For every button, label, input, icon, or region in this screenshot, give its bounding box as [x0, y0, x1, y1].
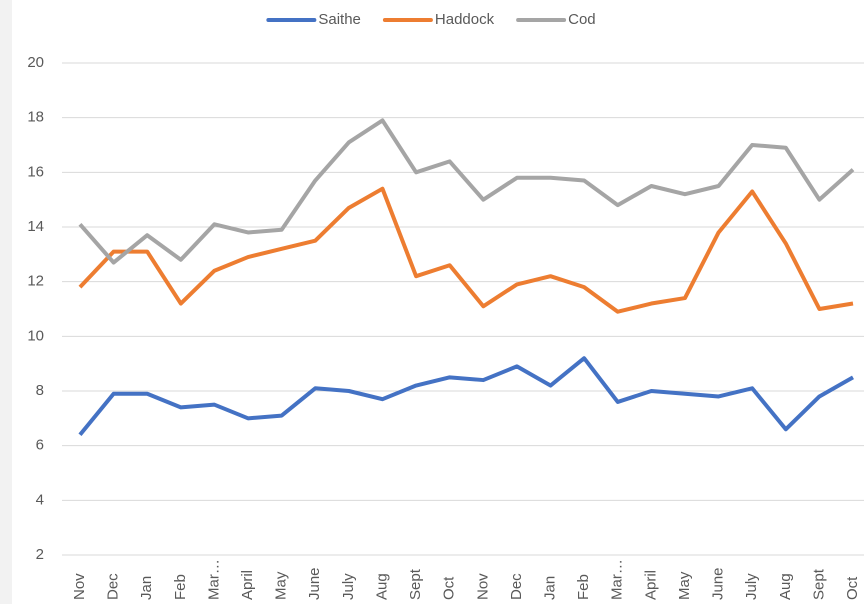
y-tick-label: 16 — [27, 163, 44, 180]
x-tick-label: Oct — [441, 576, 458, 600]
x-tick-label: Nov — [71, 573, 88, 600]
x-tick-label: Jan — [138, 576, 155, 600]
x-tick-label: Oct — [844, 576, 861, 600]
series-line — [78, 356, 854, 437]
x-tick-label: April — [239, 570, 256, 600]
x-tick-label: Dec — [105, 573, 122, 600]
y-tick-label: 14 — [27, 218, 44, 235]
x-tick-label: Mar… — [609, 559, 626, 600]
series-line — [78, 118, 855, 265]
x-tick-label: Sept — [810, 568, 827, 600]
side-strip — [0, 0, 12, 604]
x-tick-label: Sept — [407, 568, 424, 600]
x-tick-label: Mar… — [205, 559, 222, 600]
series-line — [78, 186, 854, 314]
x-tick-label: Nov — [474, 573, 491, 600]
x-tick-label: Aug — [373, 573, 390, 600]
x-tick-label: June — [306, 567, 323, 600]
x-tick-label: Aug — [777, 573, 794, 600]
x-tick-label: April — [642, 570, 659, 600]
legend-label: Cod — [568, 11, 596, 28]
y-tick-label: 6 — [36, 437, 44, 454]
x-tick-label: June — [710, 567, 727, 600]
x-tick-label: May — [676, 571, 693, 600]
legend-label: Saithe — [318, 11, 361, 28]
y-tick-label: 20 — [27, 54, 44, 71]
x-tick-label: Feb — [172, 574, 189, 600]
legend-label: Haddock — [435, 11, 495, 28]
y-tick-label: 4 — [36, 491, 44, 508]
y-tick-label: 18 — [27, 109, 44, 126]
x-tick-label: Feb — [575, 574, 592, 600]
y-tick-label: 12 — [27, 273, 44, 290]
x-tick-label: May — [273, 571, 290, 600]
x-tick-label: July — [743, 573, 760, 600]
y-tick-label: 10 — [27, 327, 44, 344]
y-tick-label: 2 — [36, 546, 44, 563]
y-tick-label: 8 — [36, 382, 44, 399]
x-tick-label: Dec — [508, 573, 525, 600]
x-tick-label: Jan — [541, 576, 558, 600]
x-tick-label: July — [340, 573, 357, 600]
